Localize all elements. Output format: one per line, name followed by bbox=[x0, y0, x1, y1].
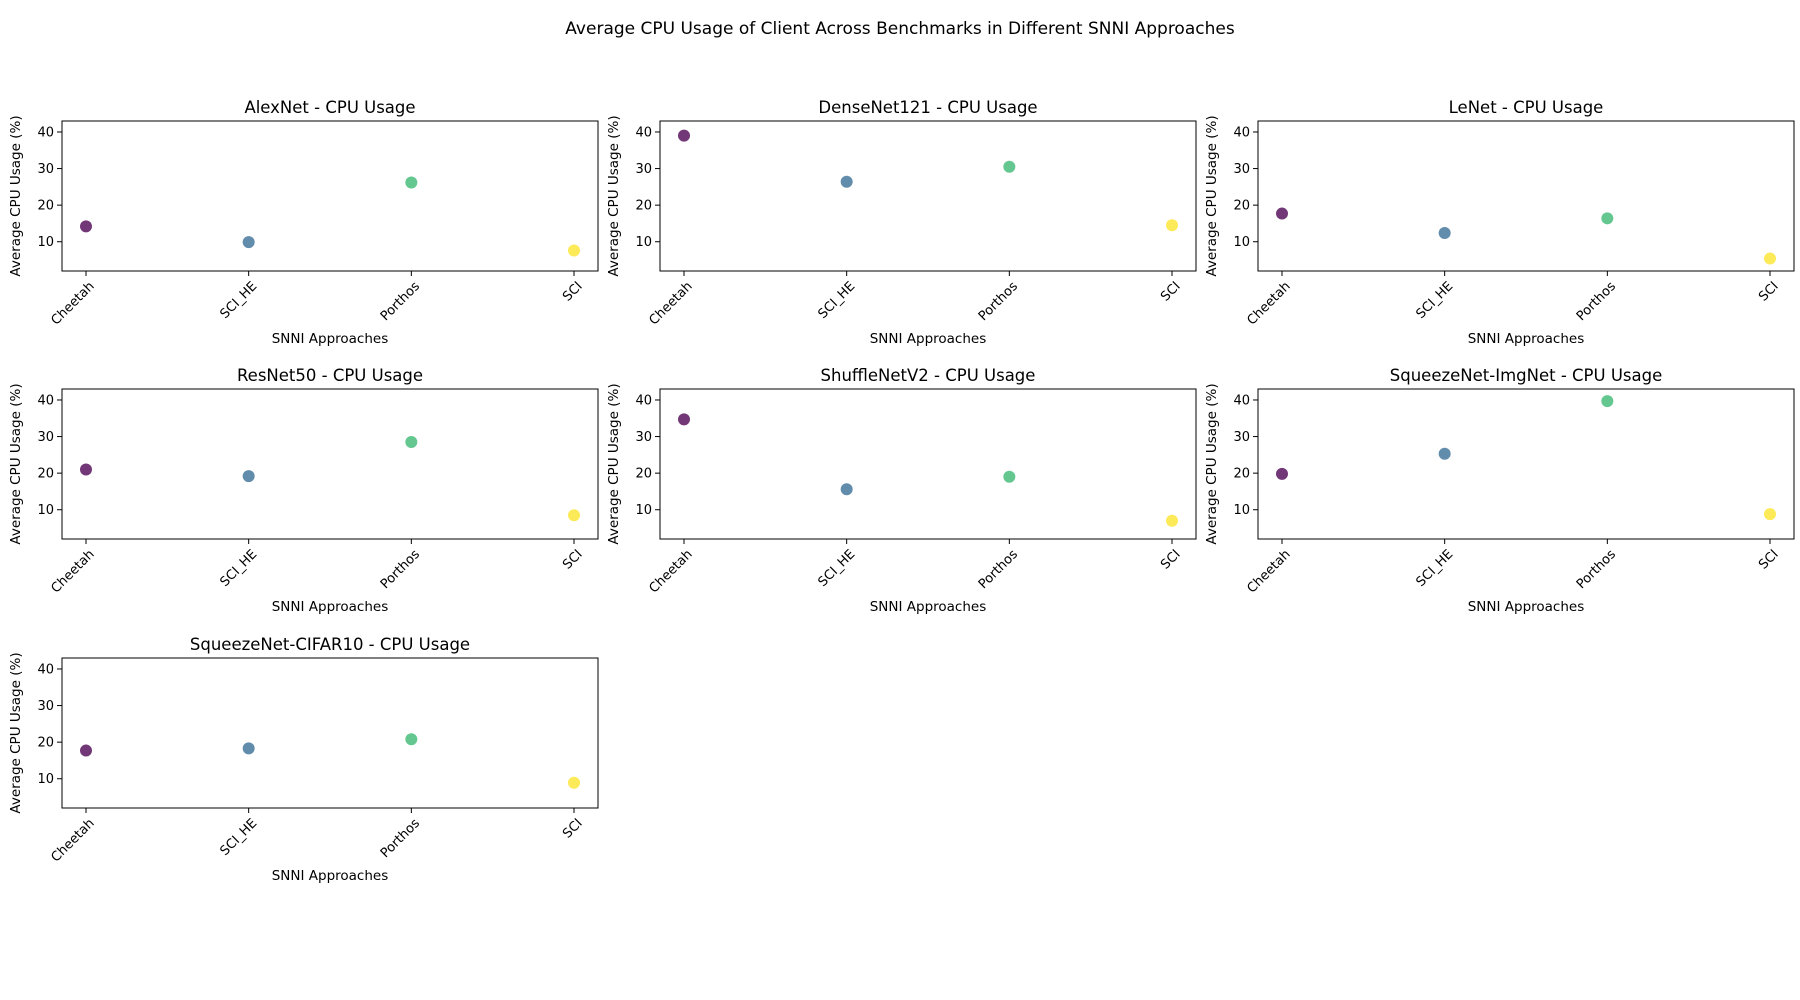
data-point-cheetah bbox=[678, 129, 690, 142]
axes-frame bbox=[1257, 120, 1795, 272]
data-point-sci-he bbox=[1438, 447, 1451, 460]
y-tick-label: 40 bbox=[1233, 125, 1250, 140]
data-point-porthos bbox=[1601, 212, 1614, 225]
data-point-sci bbox=[568, 776, 580, 789]
data-point-porthos bbox=[405, 436, 418, 449]
y-tick-label: 30 bbox=[37, 430, 54, 445]
data-point-porthos bbox=[1003, 160, 1016, 173]
data-point-sci-he bbox=[242, 742, 255, 755]
y-tick-label: 20 bbox=[37, 467, 54, 482]
y-tick-label: 20 bbox=[1233, 467, 1250, 482]
data-point-cheetah bbox=[80, 744, 92, 757]
y-axis-label: Average CPU Usage (%) bbox=[8, 652, 24, 813]
axes-frame bbox=[61, 388, 599, 540]
y-tick-label: 30 bbox=[635, 162, 652, 177]
subplot-title: AlexNet - CPU Usage bbox=[244, 98, 415, 117]
data-point-porthos bbox=[1601, 395, 1614, 408]
data-point-sci-he bbox=[840, 175, 853, 188]
data-point-sci-he bbox=[840, 483, 853, 496]
data-point-cheetah bbox=[80, 463, 92, 476]
data-point-porthos bbox=[1003, 470, 1016, 483]
y-tick-label: 40 bbox=[635, 125, 652, 140]
data-point-sci-he bbox=[1438, 226, 1451, 239]
y-tick-label: 40 bbox=[37, 662, 54, 677]
y-tick-label: 10 bbox=[635, 503, 652, 518]
data-point-sci bbox=[568, 244, 580, 257]
data-point-sci-he bbox=[242, 470, 255, 483]
y-tick-label: 10 bbox=[37, 235, 54, 250]
y-tick-label: 40 bbox=[635, 393, 652, 408]
data-point-cheetah bbox=[678, 413, 690, 426]
y-tick-label: 30 bbox=[1233, 162, 1250, 177]
y-tick-label: 40 bbox=[37, 393, 54, 408]
data-point-sci bbox=[568, 509, 580, 522]
y-tick-label: 10 bbox=[37, 503, 54, 518]
y-tick-label: 10 bbox=[635, 235, 652, 250]
data-point-sci bbox=[1166, 514, 1178, 527]
y-tick-label: 40 bbox=[1233, 393, 1250, 408]
axes-frame bbox=[659, 120, 1197, 272]
data-point-sci-he bbox=[242, 236, 255, 249]
subplot-title: DenseNet121 - CPU Usage bbox=[818, 98, 1037, 117]
y-axis-label: Average CPU Usage (%) bbox=[606, 115, 622, 276]
subplot-title: SqueezeNet-ImgNet - CPU Usage bbox=[1390, 366, 1662, 385]
x-axis-label: SNNI Approaches bbox=[1468, 331, 1585, 347]
x-axis-label: SNNI Approaches bbox=[870, 599, 987, 615]
data-point-porthos bbox=[405, 176, 418, 189]
y-axis-label: Average CPU Usage (%) bbox=[1204, 115, 1220, 276]
y-tick-label: 20 bbox=[635, 199, 652, 214]
subplot-title: ResNet50 - CPU Usage bbox=[237, 366, 423, 385]
axes-frame bbox=[1257, 388, 1795, 540]
data-point-cheetah bbox=[80, 220, 92, 233]
data-point-cheetah bbox=[1276, 467, 1288, 480]
y-tick-label: 40 bbox=[37, 125, 54, 140]
subplot-title: ShuffleNetV2 - CPU Usage bbox=[821, 366, 1036, 385]
data-point-sci bbox=[1166, 219, 1178, 232]
y-tick-label: 30 bbox=[635, 430, 652, 445]
data-point-cheetah bbox=[1276, 207, 1288, 220]
y-tick-label: 30 bbox=[1233, 430, 1250, 445]
y-tick-label: 30 bbox=[37, 162, 54, 177]
y-tick-label: 20 bbox=[37, 199, 54, 214]
x-axis-label: SNNI Approaches bbox=[272, 599, 389, 615]
axes-frame bbox=[659, 388, 1197, 540]
y-axis-label: Average CPU Usage (%) bbox=[1204, 383, 1220, 544]
subplot-title: LeNet - CPU Usage bbox=[1449, 98, 1604, 117]
figure-title: Average CPU Usage of Client Across Bench… bbox=[565, 19, 1235, 39]
y-tick-label: 20 bbox=[635, 467, 652, 482]
y-axis-label: Average CPU Usage (%) bbox=[606, 383, 622, 544]
y-tick-label: 30 bbox=[37, 699, 54, 714]
x-axis-label: SNNI Approaches bbox=[870, 331, 987, 347]
y-tick-label: 10 bbox=[1233, 503, 1250, 518]
y-axis-label: Average CPU Usage (%) bbox=[8, 383, 24, 544]
data-point-sci bbox=[1764, 508, 1776, 521]
y-tick-label: 20 bbox=[37, 736, 54, 751]
subplot-title: SqueezeNet-CIFAR10 - CPU Usage bbox=[190, 635, 470, 654]
y-tick-label: 10 bbox=[37, 772, 54, 787]
axes-frame bbox=[61, 120, 599, 272]
data-point-porthos bbox=[405, 733, 418, 746]
y-axis-label: Average CPU Usage (%) bbox=[8, 115, 24, 276]
x-axis-label: SNNI Approaches bbox=[272, 868, 389, 884]
data-point-sci bbox=[1764, 252, 1776, 265]
x-axis-label: SNNI Approaches bbox=[272, 331, 389, 347]
y-tick-label: 10 bbox=[1233, 235, 1250, 250]
axes-frame bbox=[61, 657, 599, 809]
y-tick-label: 20 bbox=[1233, 199, 1250, 214]
x-axis-label: SNNI Approaches bbox=[1468, 599, 1585, 615]
